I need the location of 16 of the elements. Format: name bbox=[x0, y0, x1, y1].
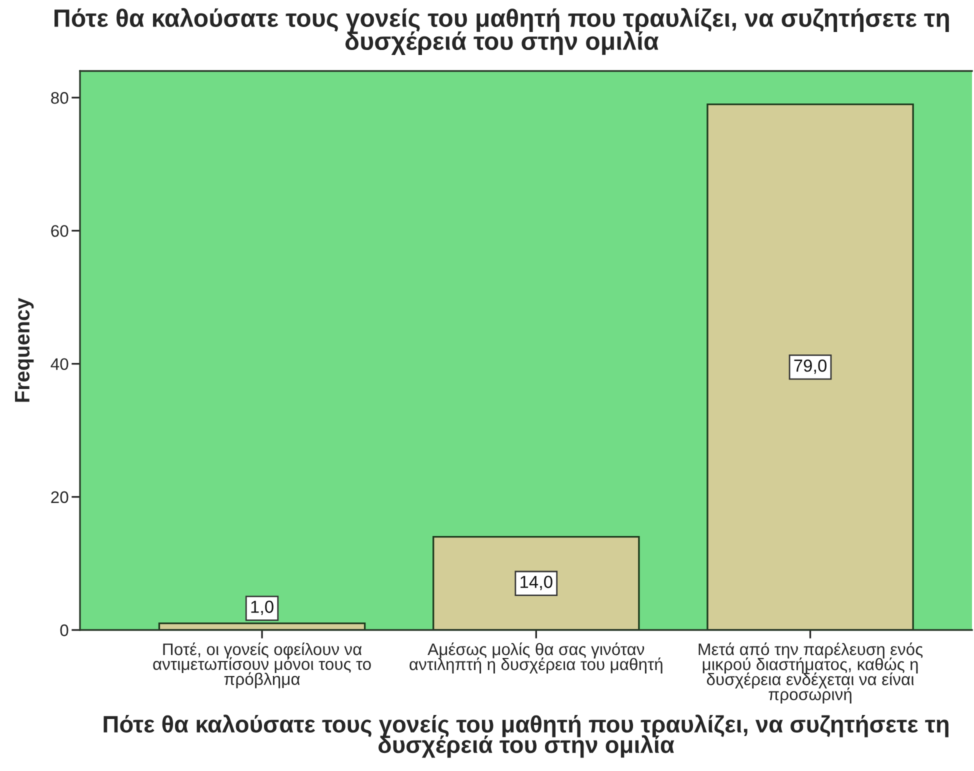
x-tick-label: Αμέσως μολίς θα σας γινόταν αντιληπτή η δυσχέρεια του μαθητή bbox=[410, 642, 662, 674]
y-axis-title: Frequency bbox=[15, 298, 34, 402]
data-label: 14,0 bbox=[520, 576, 552, 590]
data-label: 1,0 bbox=[251, 600, 274, 616]
x-axis-title: Πότε θα καλούσατε τους γονείς του μαθητή που τραυλίζει, να συζητήσετε τη δυσχέρειά του στην ομιλία bbox=[104, 714, 948, 758]
y-tick-label: 0 bbox=[60, 624, 68, 636]
bar bbox=[432, 536, 640, 630]
bar bbox=[706, 103, 914, 630]
y-tick-label: 80 bbox=[51, 92, 68, 104]
data-label: 79,0 bbox=[794, 360, 826, 374]
y-tick-label: 20 bbox=[51, 491, 68, 504]
x-tick-label: Μετά από την παρέλευση ενός μικρού διαστήματος, καθώς η δυσχέρεια ενδέχεται να είναι προσωρινή bbox=[698, 642, 923, 704]
x-tick-label: Ποτέ, οι γονείς οφείλουν να αντιμετωπίσουν μόνοι τους το πρόβλημα bbox=[153, 642, 371, 688]
y-tick-label: 60 bbox=[51, 225, 68, 237]
chart-title: Πότε θα καλούσατε τους γονείς του μαθητή που τραυλίζει, να συζητήσετε τη δυσχέρειά του στην ομιλία bbox=[54, 8, 949, 55]
y-tick-label: 40 bbox=[50, 358, 68, 370]
